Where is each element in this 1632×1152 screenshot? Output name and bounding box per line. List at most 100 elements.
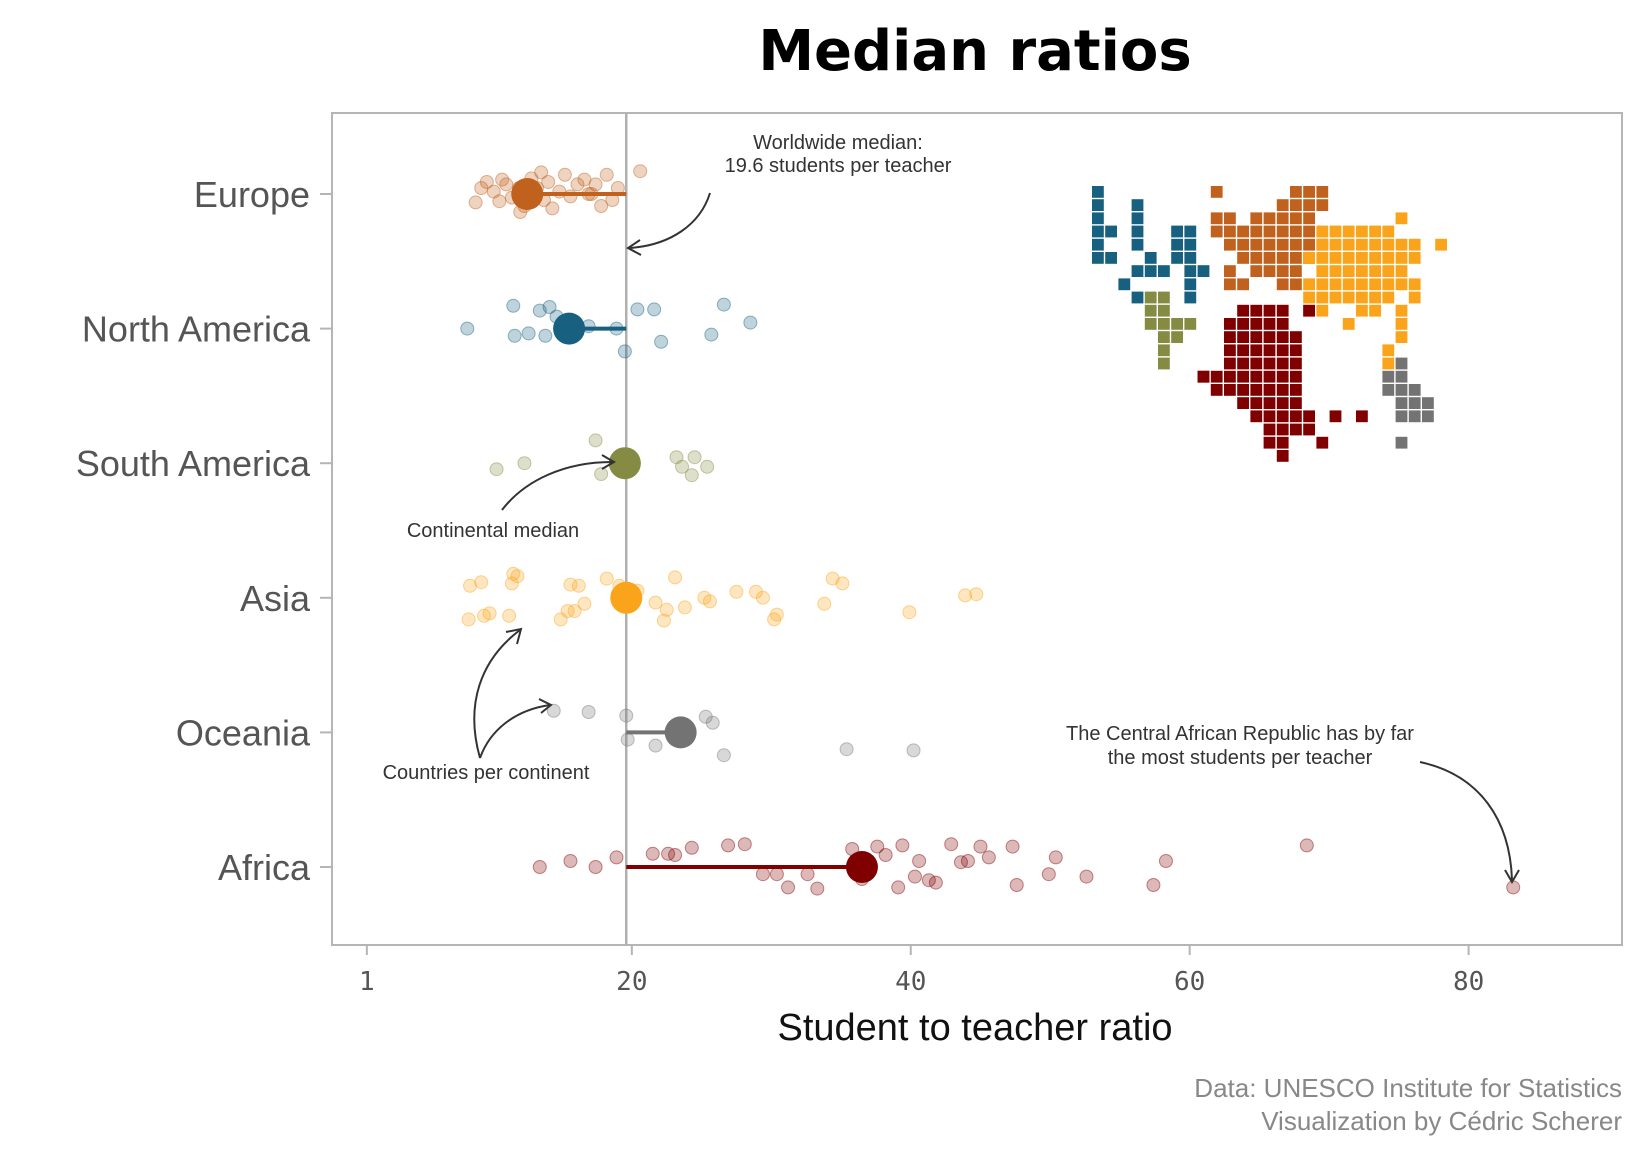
car-annotation-arrow [1419, 761, 1513, 881]
country-point [928, 875, 943, 890]
country-point [460, 321, 475, 336]
map-tile [1290, 344, 1302, 357]
map-tile [1237, 252, 1249, 264]
map-tile [1237, 304, 1249, 317]
country-point [1158, 854, 1173, 868]
map-tile [1171, 252, 1183, 264]
map-tile [1158, 291, 1170, 304]
countries-annotation: Countries per continent [383, 762, 590, 784]
map-tile [1395, 410, 1408, 423]
x-axis-label: Student to teacher ratio [777, 1007, 1172, 1049]
country-point [620, 732, 635, 747]
map-tile [1342, 238, 1355, 251]
country-point [563, 577, 578, 592]
country-point [944, 837, 959, 852]
country-point [502, 608, 517, 623]
map-tile [1276, 252, 1289, 264]
map-tile [1250, 384, 1263, 396]
map-tile [1356, 225, 1368, 238]
country-point [870, 839, 885, 854]
map-tile [1263, 423, 1276, 436]
worldwide-annotation-line2: 19.6 students per teacher [725, 155, 952, 177]
country-point [588, 433, 603, 448]
map-tile [1276, 304, 1289, 317]
map-tile [1237, 370, 1249, 383]
country-point [506, 298, 521, 313]
country-point [769, 607, 784, 622]
map-tile [1303, 410, 1315, 423]
map-tile [1276, 212, 1289, 225]
map-tile [1237, 225, 1249, 238]
map-tile [1290, 265, 1302, 277]
country-point [517, 456, 532, 471]
map-tile [1329, 278, 1342, 291]
country-point [981, 850, 996, 865]
map-tile [1224, 344, 1236, 357]
country-point [705, 715, 720, 730]
country-point [748, 584, 763, 599]
y-category-label: Oceania [176, 712, 311, 753]
median-point [610, 581, 643, 614]
map-asia [1303, 212, 1447, 370]
map-tile [1276, 238, 1289, 251]
map-tile [1144, 252, 1157, 264]
country-point [489, 462, 504, 477]
country-point [463, 578, 478, 593]
map-tile [1144, 291, 1157, 304]
country-point [617, 344, 632, 359]
map-tile [1250, 252, 1263, 264]
map-tile [1184, 225, 1197, 238]
map-tile [1263, 331, 1276, 343]
map-tile [1250, 265, 1263, 277]
country-point [599, 167, 614, 182]
map-tile [1184, 265, 1197, 277]
country-point [492, 194, 507, 209]
x-tick-label: 40 [895, 967, 926, 997]
country-point [702, 594, 717, 609]
country-point [668, 570, 683, 585]
country-point [567, 604, 582, 618]
map-tile [1316, 291, 1329, 304]
country-point [538, 328, 553, 343]
map-tile [1158, 331, 1170, 343]
map-tile [1276, 397, 1289, 409]
country-point [570, 177, 585, 192]
map-tile [1395, 304, 1408, 317]
y-category-label: South America [76, 443, 311, 484]
map-tile [1276, 278, 1289, 291]
map-tile [1131, 238, 1144, 251]
country-point [546, 703, 561, 718]
country-point [545, 201, 560, 216]
country-point [973, 839, 988, 854]
country-point [684, 840, 699, 855]
country-point [594, 199, 609, 213]
series-layer [460, 164, 1521, 896]
map-tile [1224, 384, 1236, 396]
map-tile [1356, 410, 1368, 423]
country-point [647, 302, 662, 317]
map-tile [1250, 344, 1263, 357]
country-point [654, 334, 669, 349]
continental-annotation: Continental median [407, 520, 579, 542]
map-tile [1290, 331, 1302, 343]
map-tile [1224, 318, 1236, 330]
country-point [521, 326, 536, 341]
countries-annotation-arrow-1 [473, 629, 521, 759]
map-tile [1356, 265, 1368, 277]
x-tick-label: 20 [616, 967, 647, 997]
map-tile [1422, 397, 1434, 409]
country-point [825, 571, 840, 586]
map-tile [1250, 370, 1263, 383]
map-tile [1250, 238, 1263, 251]
map-tile [1092, 199, 1104, 211]
country-point [958, 588, 973, 603]
map-tile [1092, 252, 1104, 264]
map-tile [1382, 252, 1395, 264]
map-tile [1171, 318, 1183, 330]
map-tile [1342, 318, 1355, 330]
map-tile [1210, 370, 1223, 383]
map-tile [1250, 410, 1263, 423]
map-tile [1382, 225, 1395, 238]
map-tile [1290, 370, 1302, 383]
